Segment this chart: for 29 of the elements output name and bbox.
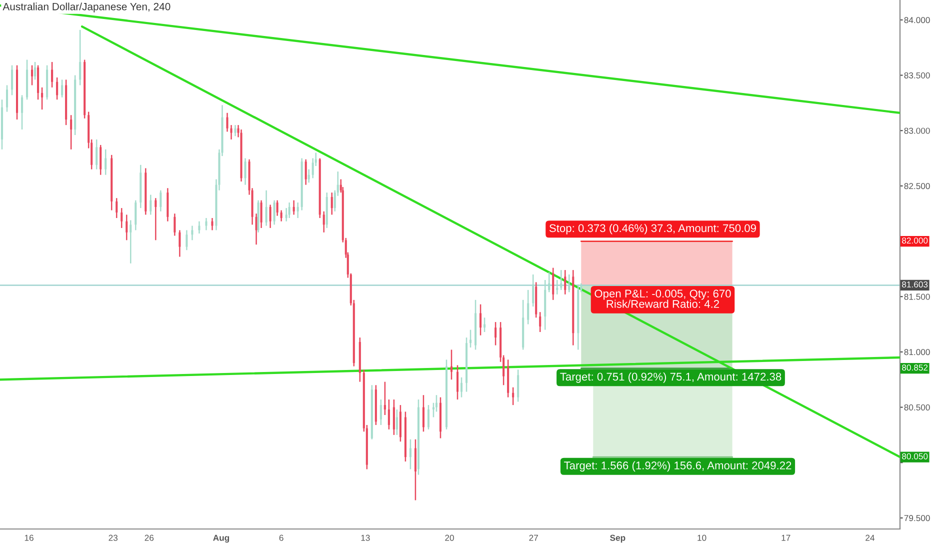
annotation: Target: 0.751 (0.92%) 75.1, Amount: 1472.38 (560, 372, 782, 383)
x-tick-label: 17 (782, 534, 790, 541)
y-tick-label: 81.000 (904, 349, 930, 356)
text: 80.050 (902, 453, 928, 460)
x-tick-label: 6 (279, 534, 284, 541)
x-tick-label: Sep (610, 534, 626, 543)
y-tick-label: 80.500 (904, 404, 930, 410)
y-tick-label: 84.000 (904, 17, 930, 24)
x-tick-label: 20 (445, 534, 454, 541)
x-tick-label: 10 (698, 534, 706, 541)
ref-line-label: 81.603 (902, 281, 928, 288)
y-tick-label: 83.000 (904, 128, 930, 134)
x-tick-label: 24 (866, 534, 875, 541)
annotation: Stop: 0.373 (0.46%) 37.3, Amount: 750.09 (549, 224, 756, 234)
annotation: Open P&L: -0.005, Qty: 670 Risk/Reward Ratio: 4.2 (594, 290, 731, 308)
x-tick-label: 27 (529, 534, 538, 541)
x-tick-label: 23 (108, 534, 118, 541)
annotation: Target: 1.566 (1.92%) 156.6, Amount: 2049.22 (564, 461, 792, 472)
y-tick-label: 83.500 (904, 72, 930, 78)
text: 80.852 (902, 364, 928, 371)
x-tick-label: 16 (24, 534, 34, 541)
x-tick-label: Aug (213, 534, 230, 543)
x-tick-label: 26 (144, 534, 154, 541)
y-tick-label: 82.500 (904, 183, 930, 190)
x-tick-label: 13 (361, 534, 370, 541)
chart-title: Australian Dollar/Japanese Yen, 240 (2, 2, 170, 12)
y-tick-label: 81.500 (904, 294, 930, 300)
text: 82.000 (902, 237, 928, 244)
y-tick-label: 79.500 (904, 515, 930, 522)
